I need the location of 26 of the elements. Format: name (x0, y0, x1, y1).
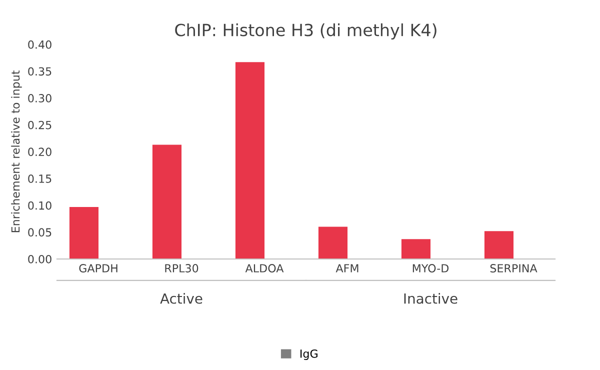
y-tick-label: 0.25 (28, 120, 52, 130)
x-tick-label: ALDOA (245, 264, 284, 272)
y-tick-label: 0.35 (28, 67, 52, 76)
bar (235, 62, 264, 259)
text: Active (160, 293, 202, 304)
x-tick-label: RPL30 (165, 264, 198, 272)
chart-title: ChIP: Histone H3 (di methyl K4) (175, 23, 436, 40)
y-tick-label: 0.40 (28, 40, 52, 49)
bar (318, 226, 348, 259)
text: Inactive (404, 293, 458, 304)
x-tick-label: AFM (336, 264, 358, 272)
y-tick-label: 0.05 (28, 228, 52, 237)
y-axis-title: Enrichement relative to input (11, 70, 22, 232)
bar (69, 206, 98, 259)
x-tick-label: SERPINA (490, 264, 538, 272)
bar (484, 231, 514, 259)
y-tick-label: 0.10 (28, 201, 52, 210)
bar (401, 239, 430, 259)
bar (152, 144, 182, 259)
y-tick-label: 0.20 (28, 148, 52, 156)
x-tick-label: MYO-D (412, 264, 449, 272)
y-tick-label: 0.15 (28, 174, 52, 183)
y-tick-label: 0.00 (28, 254, 52, 264)
legend-label: IgG (300, 349, 318, 360)
x-tick-label: GAPDH (79, 264, 118, 272)
y-tick-label: 0.30 (28, 94, 52, 102)
